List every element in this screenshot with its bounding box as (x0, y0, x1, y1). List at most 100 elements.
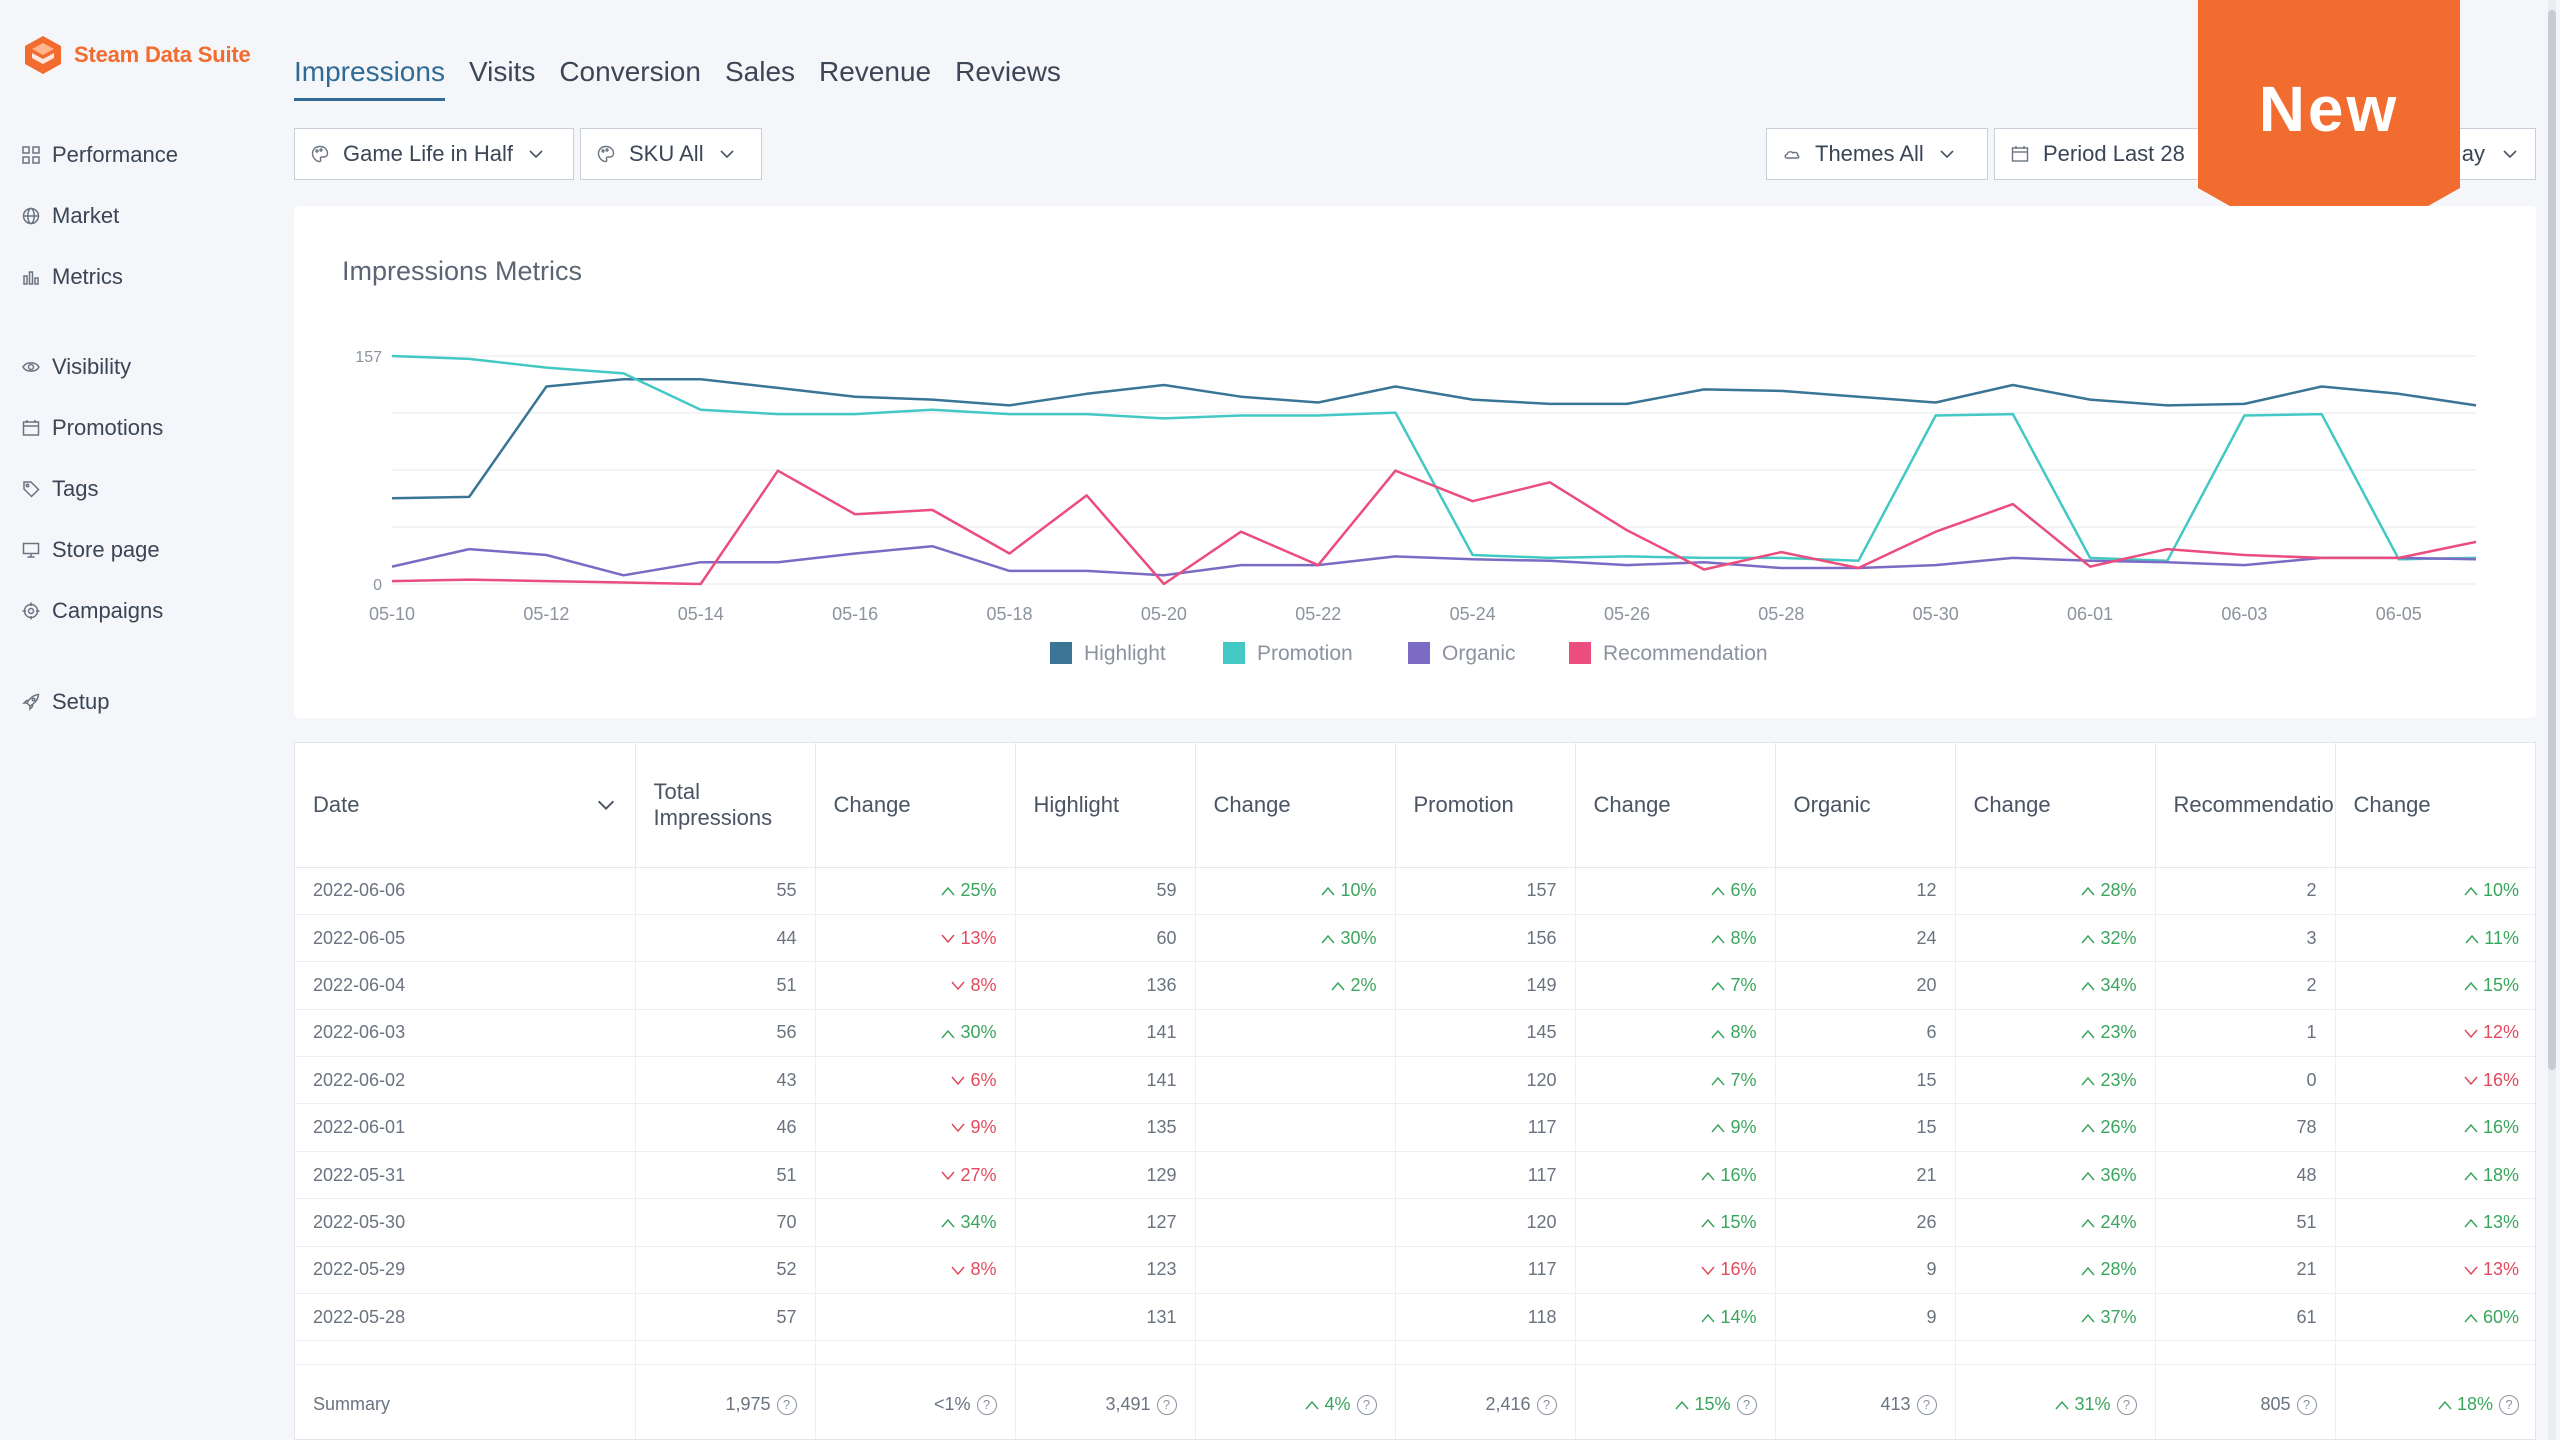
cell-value: 56 (635, 1009, 816, 1058)
cell-value: 6 (1775, 1009, 1956, 1058)
cell-partial (1395, 1340, 1576, 1366)
scrollbar-thumb[interactable] (2548, 10, 2556, 1070)
change-value: 27% (960, 1164, 997, 1185)
tab-conversion[interactable]: Conversion (559, 56, 701, 87)
help-icon[interactable]: ? (1536, 1394, 1557, 1415)
table-row[interactable]: 2022-05-29 52 8% 123 117 16% 9 28% 21 13% (295, 1246, 2535, 1295)
table-row[interactable]: 2022-06-04 51 8% 136 2% 149 7% 20 34% 2 15% (295, 961, 2535, 1010)
arrow-up-icon (1711, 982, 1726, 991)
sidebar-item-visibility[interactable]: Visibility (22, 354, 131, 380)
series-line-promotion (391, 354, 2477, 563)
change-value: 13% (2482, 1259, 2519, 1280)
cell-value: 46 (635, 1103, 816, 1152)
column-header-change[interactable]: Change (815, 743, 1016, 868)
column-header-change[interactable]: Change (1575, 743, 1776, 868)
cell-value: 70 (635, 1198, 816, 1247)
column-header-change[interactable]: Change (1195, 743, 1396, 868)
table-row[interactable]: 2022-05-31 51 27% 129 117 16% 21 36% 48 18% (295, 1151, 2535, 1200)
chevron-down-icon[interactable] (595, 794, 617, 816)
change-value: 25% (960, 880, 997, 901)
cell-value: 43 (635, 1056, 816, 1105)
cell-value: 48 (2155, 1151, 2336, 1200)
cell-partial (1015, 1340, 1196, 1366)
table-row[interactable]: 2022-06-03 56 30% 141 145 8% 6 23% 1 12% (295, 1009, 2535, 1058)
column-header-date[interactable]: Date (295, 743, 636, 868)
sku-filter-dropdown[interactable]: SKU All (580, 128, 762, 180)
cell-change: 15% (2335, 961, 2535, 1010)
change-value: 34% (2100, 974, 2137, 995)
cell-date: 2022-05-29 (295, 1246, 636, 1295)
sidebar-item-promotions[interactable]: Promotions (22, 415, 163, 441)
impressions-table: Date Total Impressions Change Highlight … (294, 742, 2536, 1440)
table-row[interactable]: 2022-05-28 57 131 118 14% 9 37% 61 60% (295, 1293, 2535, 1342)
sidebar-item-campaigns[interactable]: Campaigns (22, 598, 163, 624)
help-icon[interactable]: ? (1916, 1394, 1937, 1415)
table-row[interactable]: 2022-06-06 55 25% 59 10% 157 6% 12 28% 2 10% (295, 867, 2535, 915)
column-header-recommendation[interactable]: Recommendation (2155, 743, 2336, 868)
arrow-down-icon (951, 1123, 966, 1133)
cell-change: 6% (1575, 867, 1776, 915)
column-header-highlight[interactable]: Highlight (1015, 743, 1196, 868)
tab-sales[interactable]: Sales (724, 56, 796, 87)
cell-value: 135 (1015, 1103, 1196, 1152)
column-header-organic[interactable]: Organic (1775, 743, 1956, 868)
game-filter-dropdown[interactable]: Game Life in Half (294, 128, 574, 180)
change-value: 13% (2482, 1211, 2519, 1232)
x-tick-label: 05-20 (1141, 604, 1187, 624)
cell-date: 2022-06-02 (295, 1056, 636, 1105)
table-row[interactable]: 2022-06-01 46 9% 135 117 9% 15 26% 78 16% (295, 1103, 2535, 1152)
cell-value: 55 (635, 867, 816, 915)
x-tick-label: 05-16 (832, 604, 878, 624)
sidebar-item-setup[interactable]: Setup (22, 689, 110, 715)
change-value: 24% (2100, 1211, 2137, 1232)
sidebar-item-label: Setup (52, 689, 110, 714)
sidebar-item-metrics[interactable]: Metrics (22, 264, 123, 290)
period-filter-tail: ay (2462, 141, 2519, 167)
period-filter-label: Period Last 28 (2043, 141, 2185, 166)
globe-icon (22, 207, 40, 225)
cell-change: 16% (1575, 1246, 1776, 1295)
help-icon[interactable]: ? (2499, 1394, 2519, 1415)
tab-impressions[interactable]: Impressions (294, 56, 445, 101)
help-icon[interactable]: ? (2116, 1394, 2137, 1415)
tab-visits[interactable]: Visits (468, 56, 536, 87)
help-icon[interactable]: ? (776, 1394, 797, 1415)
x-tick-label: 05-26 (1604, 604, 1650, 624)
eye-icon (22, 362, 40, 372)
cell-change: 23% (1955, 1009, 2156, 1058)
column-header-total-impressions[interactable]: Total Impressions (635, 743, 816, 868)
table-row[interactable]: 2022-06-05 44 13% 60 30% 156 8% 24 32% 3 11% (295, 914, 2535, 963)
series-line-highlight (391, 377, 2477, 500)
themes-filter-dropdown[interactable]: Themes All (1766, 128, 1988, 180)
sidebar-item-tags[interactable]: Tags (22, 476, 98, 502)
tab-revenue[interactable]: Revenue (819, 56, 932, 87)
x-tick-label: 05-10 (369, 604, 415, 624)
table-row[interactable]: 2022-06-02 43 6% 141 120 7% 15 23% 0 16% (295, 1056, 2535, 1105)
help-icon[interactable]: ? (1736, 1394, 1757, 1415)
app-logo[interactable]: Steam Data Suite (22, 34, 251, 76)
sidebar-item-performance[interactable]: Performance (22, 142, 178, 168)
cell-value: 149 (1395, 961, 1576, 1010)
summary-value-text: 805 (2260, 1393, 2291, 1414)
column-header-change[interactable]: Change (2335, 743, 2535, 868)
cell-change: 15% (1575, 1198, 1776, 1247)
x-tick-label: 05-28 (1758, 604, 1804, 624)
tab-reviews[interactable]: Reviews (955, 56, 1061, 87)
help-icon[interactable]: ? (1156, 1394, 1177, 1415)
cell-value: 129 (1015, 1151, 1196, 1200)
page-scrollbar[interactable] (2548, 0, 2556, 1440)
cell-value: 59 (1015, 867, 1196, 915)
help-icon[interactable]: ? (2296, 1394, 2317, 1415)
sidebar-item-market[interactable]: Market (22, 203, 119, 229)
sidebar-item-store-page[interactable]: Store page (22, 537, 160, 563)
cell-partial (815, 1340, 1016, 1366)
help-icon[interactable]: ? (1356, 1394, 1377, 1415)
cell-value: 21 (2155, 1246, 2336, 1295)
summary-value-text: 1,975 (725, 1393, 771, 1414)
column-header-promotion[interactable]: Promotion (1395, 743, 1576, 868)
table-row[interactable]: 2022-05-30 70 34% 127 120 15% 26 24% 51 13% (295, 1198, 2535, 1247)
column-header-change[interactable]: Change (1955, 743, 2156, 868)
cell-value: 118 (1395, 1293, 1576, 1342)
help-icon[interactable]: ? (976, 1394, 997, 1415)
arrow-up-icon (2081, 1029, 2096, 1039)
